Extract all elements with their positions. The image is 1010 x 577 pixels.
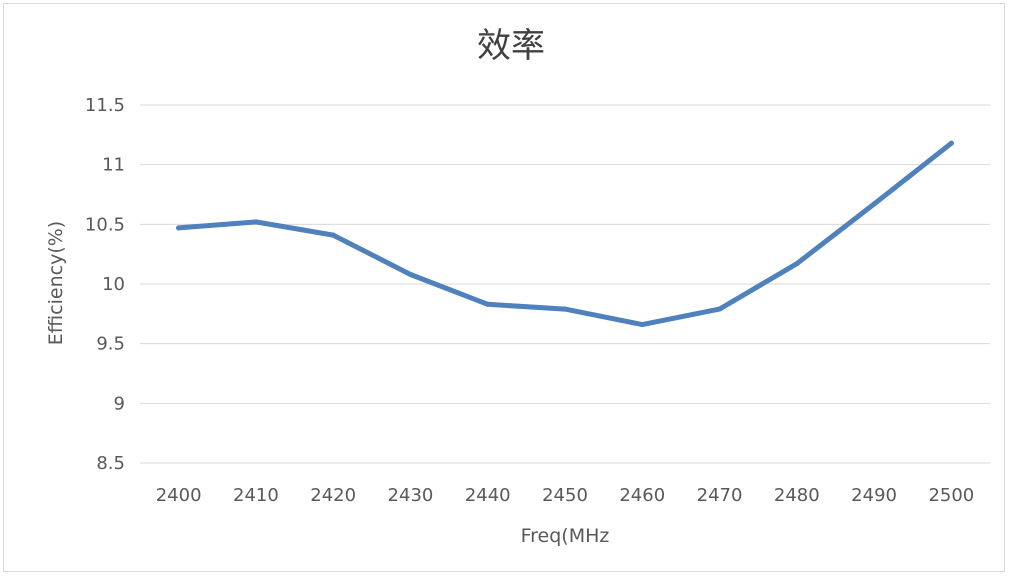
data-point: [330, 232, 336, 238]
x-axis-label: Freq(MHz: [521, 525, 610, 547]
data-point: [562, 306, 568, 312]
data-point: [485, 301, 491, 307]
y-tick-label: 9: [114, 393, 125, 414]
data-point: [794, 261, 800, 267]
series-group: [176, 140, 954, 328]
data-point: [717, 306, 723, 312]
x-tick-label: 2460: [619, 485, 665, 506]
y-tick-label: 9.5: [96, 334, 125, 355]
chart-title: 效率: [477, 26, 545, 66]
y-tick-labels: 8.5 9 9.5 10 10.5 11 11.5: [85, 95, 125, 474]
y-tick-label: 10: [102, 274, 125, 295]
data-point: [948, 140, 954, 146]
y-tick-label: 11: [102, 155, 125, 176]
y-tick-label: 11.5: [85, 95, 125, 116]
data-point: [639, 322, 645, 328]
x-tick-label: 2430: [388, 485, 434, 506]
gridlines: [140, 104, 990, 464]
y-axis-label: Efficiency(%): [45, 221, 67, 345]
y-tick-label: 10.5: [85, 214, 125, 235]
x-tick-label: 2490: [851, 485, 897, 506]
series-line-0: [176, 140, 954, 328]
x-tick-label: 2440: [465, 485, 511, 506]
chart-frame: [3, 3, 1005, 572]
x-tick-label: 2450: [542, 485, 588, 506]
x-tick-label: 2470: [697, 485, 743, 506]
y-tick-label: 8.5: [96, 453, 125, 474]
x-tick-label: 2480: [774, 485, 820, 506]
data-point: [253, 219, 259, 225]
x-tick-label: 2420: [310, 485, 356, 506]
x-tick-label: 2500: [928, 485, 974, 506]
x-tick-labels: 2400 2410 2420 2430 2440 2450 2460 2470 2480 2490…: [156, 485, 975, 506]
data-point: [871, 201, 877, 207]
data-point: [176, 225, 182, 231]
data-point: [407, 271, 413, 277]
x-tick-label: 2410: [233, 485, 279, 506]
x-tick-label: 2400: [156, 485, 202, 506]
